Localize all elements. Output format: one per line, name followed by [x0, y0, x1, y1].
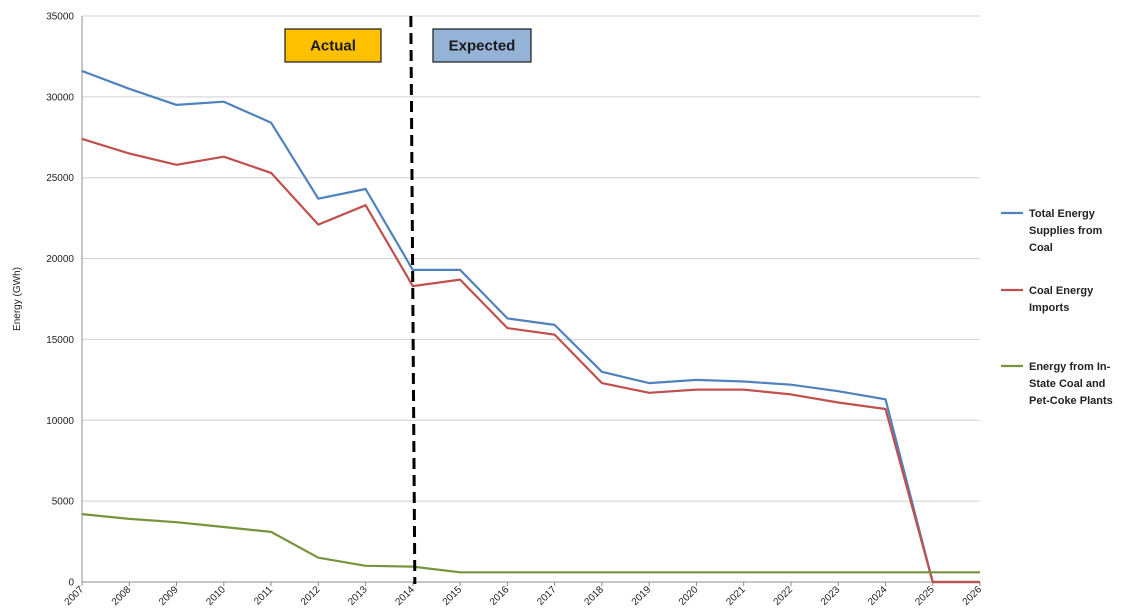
y-axis-label: Energy (GWh) — [12, 267, 23, 331]
y-tick-label: 30000 — [46, 92, 74, 103]
x-tick-label: 2023 — [819, 584, 843, 608]
annotations: Actual Expected — [284, 28, 532, 63]
annotation-expected: Expected — [432, 28, 532, 63]
x-tick-label: 2021 — [724, 584, 748, 608]
legend-item-2: Coal Energy Imports — [1001, 285, 1094, 314]
y-tick-labels: 0 5000 10000 15000 20000 25000 30000 35000 — [46, 12, 74, 589]
y-tick-label: 5000 — [52, 497, 75, 508]
y-tick-label: 20000 — [46, 254, 74, 265]
legend-item-1: Total Energy Supplies from Coal — [1001, 208, 1103, 254]
x-tick-label: 2015 — [441, 584, 465, 608]
x-tick-label: 2019 — [630, 584, 654, 608]
x-tick-label: 2016 — [488, 584, 512, 608]
legend-label: Energy from In- — [1029, 361, 1111, 373]
annotation-label: Actual — [310, 38, 356, 55]
x-tick-label: 2020 — [677, 584, 701, 608]
y-tick-label: 10000 — [46, 416, 74, 427]
x-tick-labels: 2007 2008 2009 2010 2011 2012 2013 2014 2015 2016… — [63, 584, 985, 608]
x-tick-label: 2025 — [913, 584, 937, 608]
actual-expected-divider — [409, 15, 417, 585]
x-tick-label: 2011 — [252, 584, 275, 607]
x-tick-label: 2009 — [157, 584, 181, 608]
annotation-actual: Actual — [284, 28, 382, 63]
series-lines — [81, 69, 981, 584]
y-tick-label: 15000 — [46, 335, 74, 346]
x-tick-label: 2010 — [204, 584, 228, 608]
annotation-box — [432, 28, 532, 63]
x-tick-label: 2013 — [346, 584, 370, 608]
y-tick-label: 25000 — [46, 173, 74, 184]
legend-label: Coal Energy — [1029, 285, 1094, 297]
legend-label: Imports — [1029, 302, 1069, 314]
annotation-label: Expected — [449, 38, 516, 55]
legend: Total Energy Supplies from Coal Coal Energy… — [1001, 208, 1113, 407]
gridlines — [82, 15, 980, 502]
x-tick-label: 2018 — [583, 584, 607, 608]
legend-item-3: Energy from In- State Coal and Pet-Coke Pl… — [1001, 361, 1113, 407]
series-line-3 — [81, 513, 980, 574]
legend-label: Supplies from — [1029, 225, 1103, 237]
legend-label: Total Energy — [1029, 208, 1096, 220]
x-tick-label: 2017 — [535, 584, 559, 608]
x-tick-label: 2022 — [772, 584, 796, 608]
series-line-1 — [81, 69, 980, 584]
annotation-box — [284, 28, 382, 63]
x-tick-label: 2024 — [866, 584, 890, 608]
legend-label: State Coal and — [1029, 378, 1105, 390]
y-tick-label: 35000 — [46, 12, 74, 23]
axes — [81, 16, 981, 586]
legend-label: Pet-Coke Plants — [1029, 395, 1113, 407]
x-tick-label: 2014 — [393, 584, 417, 608]
legend-label: Coal — [1029, 242, 1053, 254]
series-line-2 — [81, 137, 980, 584]
x-tick-label: 2012 — [299, 584, 323, 608]
x-tick-label: 2008 — [110, 584, 134, 608]
x-tick-label: 2007 — [63, 584, 87, 608]
x-tick-label: 2026 — [961, 584, 985, 608]
y-tick-label: 0 — [68, 578, 74, 589]
